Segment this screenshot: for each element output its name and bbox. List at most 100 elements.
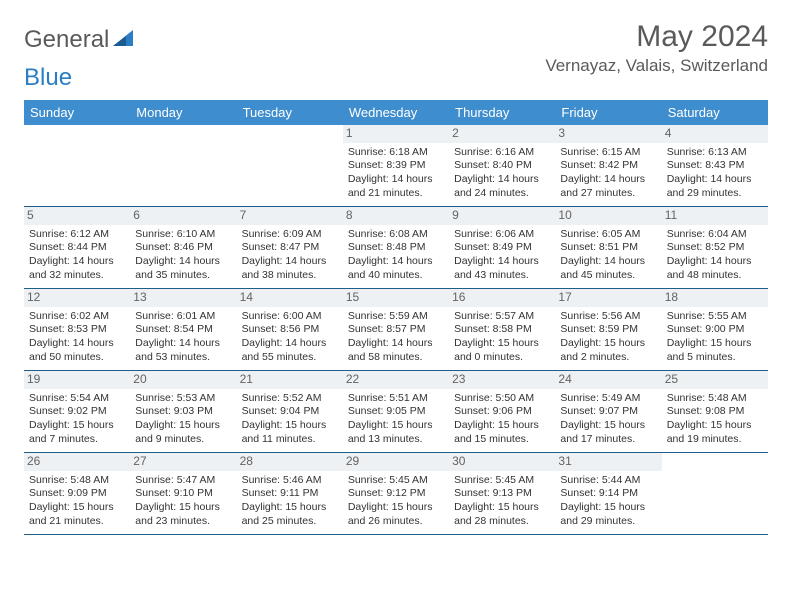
day-info: Sunrise: 5:48 AMSunset: 9:09 PMDaylight:… [29,474,125,529]
day-number: 8 [343,207,449,225]
day-number: 21 [237,371,343,389]
day-number: 10 [555,207,661,225]
day-header-cell: Saturday [662,100,768,125]
day-number: 14 [237,289,343,307]
day-cell: 15Sunrise: 5:59 AMSunset: 8:57 PMDayligh… [343,289,449,370]
day-info: Sunrise: 6:08 AMSunset: 8:48 PMDaylight:… [348,228,444,283]
day-info: Sunrise: 5:44 AMSunset: 9:14 PMDaylight:… [560,474,656,529]
logo-prefix: General [24,26,109,54]
day-cell-empty [662,453,768,534]
day-number: 13 [130,289,236,307]
day-number: 22 [343,371,449,389]
day-cell-empty [237,125,343,206]
logo: General [24,20,135,54]
day-info: Sunrise: 5:50 AMSunset: 9:06 PMDaylight:… [454,392,550,447]
logo-triangle-icon [113,30,133,51]
day-cell: 10 Sunrise: 6:05 AMSunset: 8:51 PMDayligh… [555,207,661,288]
day-info: Sunrise: 6:05 AMSunset: 8:51 PMDaylight:… [560,228,656,283]
day-cell: 2Sunrise: 6:16 AMSunset: 8:40 PMDaylight… [449,125,555,206]
day-cell: 12Sunrise: 6:02 AMSunset: 8:53 PMDayligh… [24,289,130,370]
day-cell: 19 Sunrise: 5:54 AMSunset: 9:02 PMDayligh… [24,371,130,452]
day-number: 7 [237,207,343,225]
day-number: 3 [555,125,661,143]
day-cell: 13 Sunrise: 6:01 AMSunset: 8:54 PMDayligh… [130,289,236,370]
day-number: 28 [237,453,343,471]
day-info: Sunrise: 5:55 AMSunset: 9:00 PMDaylight:… [667,310,763,365]
day-info: Sunrise: 6:04 AMSunset: 8:52 PMDaylight:… [667,228,763,283]
day-cell: 22 Sunrise: 5:51 AMSunset: 9:05 PMDayligh… [343,371,449,452]
day-number: 31 [555,453,661,471]
day-header-row: SundayMondayTuesdayWednesdayThursdayFrid… [24,100,768,125]
day-header-cell: Sunday [24,100,130,125]
day-cell: 30 Sunrise: 5:45 AMSunset: 9:13 PMDayligh… [449,453,555,534]
day-number: 18 [662,289,768,307]
week-row: 5 Sunrise: 6:12 AMSunset: 8:44 PMDaylight… [24,207,768,289]
day-cell: 3 Sunrise: 6:15 AMSunset: 8:42 PMDaylight… [555,125,661,206]
day-cell: 29Sunrise: 5:45 AMSunset: 9:12 PMDayligh… [343,453,449,534]
day-number: 9 [449,207,555,225]
page: General May 2024 Vernayaz, Valais, Switz… [0,0,792,545]
day-info: Sunrise: 5:54 AMSunset: 9:02 PMDaylight:… [29,392,125,447]
day-info: Sunrise: 6:10 AMSunset: 8:46 PMDaylight:… [135,228,231,283]
day-cell: 24Sunrise: 5:49 AMSunset: 9:07 PMDayligh… [555,371,661,452]
day-cell-empty [130,125,236,206]
day-number: 17 [555,289,661,307]
day-number: 4 [662,125,768,143]
day-cell: 27 Sunrise: 5:47 AMSunset: 9:10 PMDayligh… [130,453,236,534]
day-cell: 1 Sunrise: 6:18 AMSunset: 8:39 PMDaylight… [343,125,449,206]
location: Vernayaz, Valais, Switzerland [545,56,768,76]
calendar: SundayMondayTuesdayWednesdayThursdayFrid… [24,100,768,535]
day-cell: 14 Sunrise: 6:00 AMSunset: 8:56 PMDayligh… [237,289,343,370]
logo-suffix: Blue [24,64,72,92]
day-info: Sunrise: 6:01 AMSunset: 8:54 PMDaylight:… [135,310,231,365]
title-block: May 2024 Vernayaz, Valais, Switzerland [545,20,768,76]
day-header-cell: Tuesday [237,100,343,125]
day-info: Sunrise: 5:52 AMSunset: 9:04 PMDaylight:… [242,392,338,447]
day-cell: 6 Sunrise: 6:10 AMSunset: 8:46 PMDaylight… [130,207,236,288]
day-number: 27 [130,453,236,471]
day-header-cell: Monday [130,100,236,125]
day-cell: 7 Sunrise: 6:09 AMSunset: 8:47 PMDaylight… [237,207,343,288]
day-info: Sunrise: 5:47 AMSunset: 9:10 PMDaylight:… [135,474,231,529]
day-number: 23 [449,371,555,389]
day-number: 11 [662,207,768,225]
day-info: Sunrise: 5:49 AMSunset: 9:07 PMDaylight:… [560,392,656,447]
day-info: Sunrise: 5:53 AMSunset: 9:03 PMDaylight:… [135,392,231,447]
day-number: 19 [24,371,130,389]
day-info: Sunrise: 6:09 AMSunset: 8:47 PMDaylight:… [242,228,338,283]
day-cell: 9Sunrise: 6:06 AMSunset: 8:49 PMDaylight… [449,207,555,288]
week-row: 1 Sunrise: 6:18 AMSunset: 8:39 PMDaylight… [24,125,768,207]
day-cell: 17 Sunrise: 5:56 AMSunset: 8:59 PMDayligh… [555,289,661,370]
day-number: 2 [449,125,555,143]
day-info: Sunrise: 5:45 AMSunset: 9:13 PMDaylight:… [454,474,550,529]
day-info: Sunrise: 6:18 AMSunset: 8:39 PMDaylight:… [348,146,444,201]
day-info: Sunrise: 5:56 AMSunset: 8:59 PMDaylight:… [560,310,656,365]
day-number: 16 [449,289,555,307]
month-title: May 2024 [545,20,768,54]
day-info: Sunrise: 5:48 AMSunset: 9:08 PMDaylight:… [667,392,763,447]
day-info: Sunrise: 6:15 AMSunset: 8:42 PMDaylight:… [560,146,656,201]
day-cell-empty [24,125,130,206]
day-cell: 28Sunrise: 5:46 AMSunset: 9:11 PMDayligh… [237,453,343,534]
day-cell: 18 Sunrise: 5:55 AMSunset: 9:00 PMDayligh… [662,289,768,370]
day-number: 1 [343,125,449,143]
day-number: 6 [130,207,236,225]
day-cell: 4 Sunrise: 6:13 AMSunset: 8:43 PMDaylight… [662,125,768,206]
day-info: Sunrise: 6:12 AMSunset: 8:44 PMDaylight:… [29,228,125,283]
day-info: Sunrise: 6:00 AMSunset: 8:56 PMDaylight:… [242,310,338,365]
weeks-container: 1 Sunrise: 6:18 AMSunset: 8:39 PMDaylight… [24,125,768,535]
day-info: Sunrise: 5:51 AMSunset: 9:05 PMDaylight:… [348,392,444,447]
week-row: 12Sunrise: 6:02 AMSunset: 8:53 PMDayligh… [24,289,768,371]
day-info: Sunrise: 6:02 AMSunset: 8:53 PMDaylight:… [29,310,125,365]
day-number: 5 [24,207,130,225]
day-number: 30 [449,453,555,471]
day-number: 29 [343,453,449,471]
day-cell: 8 Sunrise: 6:08 AMSunset: 8:48 PMDaylight… [343,207,449,288]
day-info: Sunrise: 6:13 AMSunset: 8:43 PMDaylight:… [667,146,763,201]
day-cell: 5 Sunrise: 6:12 AMSunset: 8:44 PMDaylight… [24,207,130,288]
day-number: 15 [343,289,449,307]
day-cell: 11 Sunrise: 6:04 AMSunset: 8:52 PMDayligh… [662,207,768,288]
day-header-cell: Thursday [449,100,555,125]
week-row: 26Sunrise: 5:48 AMSunset: 9:09 PMDayligh… [24,453,768,535]
day-cell: 21 Sunrise: 5:52 AMSunset: 9:04 PMDayligh… [237,371,343,452]
